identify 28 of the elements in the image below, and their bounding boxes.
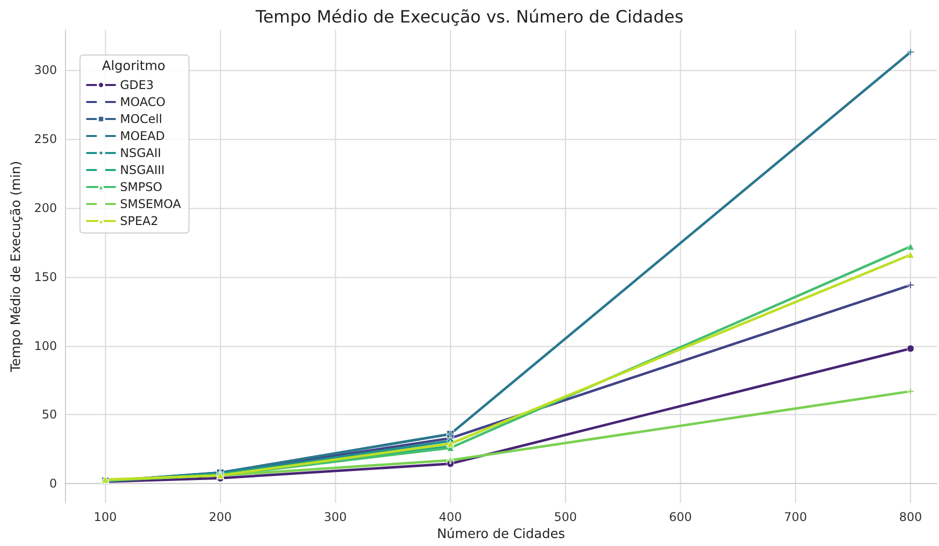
chart-title: Tempo Médio de Execução vs. Número de Cidades (254, 8, 684, 28)
y-tick-label: 150 (34, 270, 57, 284)
legend-label: MOEAD (120, 129, 165, 143)
legend-label: SMSEMOA (120, 197, 182, 211)
y-tick-label: 100 (34, 338, 57, 353)
x-axis-title: Número de Cidades (436, 526, 566, 542)
y-tick-label: 50 (42, 408, 57, 422)
x-tick-label: 400 (438, 510, 462, 524)
legend-label: MOACO (120, 95, 166, 109)
y-tick-label: 250 (34, 132, 57, 146)
x-tick-label: 700 (784, 510, 807, 524)
x-tick-label: 600 (669, 510, 692, 524)
legend-label: MOCell (120, 112, 162, 126)
x-tick-label: 800 (899, 510, 922, 524)
legend-title: Algoritmo (102, 59, 166, 74)
legend-label: NSGAIII (120, 163, 165, 177)
y-tick-label: 200 (34, 200, 57, 215)
x-tick-label: 200 (208, 510, 232, 524)
legend-label: GDE3 (120, 78, 154, 92)
x-tick-label: 100 (94, 510, 117, 524)
legend-label: SMPSO (120, 180, 162, 194)
x-tick-label: 300 (324, 510, 347, 524)
y-tick-label: 300 (34, 62, 57, 77)
y-tick-label: 0 (49, 476, 57, 491)
x-tick-label: 500 (554, 510, 577, 524)
legend-label: NSGAII (120, 146, 162, 160)
y-axis-title: Tempo Médio de Execução (min) (9, 160, 24, 374)
legend-label: SPEA2 (120, 214, 158, 228)
